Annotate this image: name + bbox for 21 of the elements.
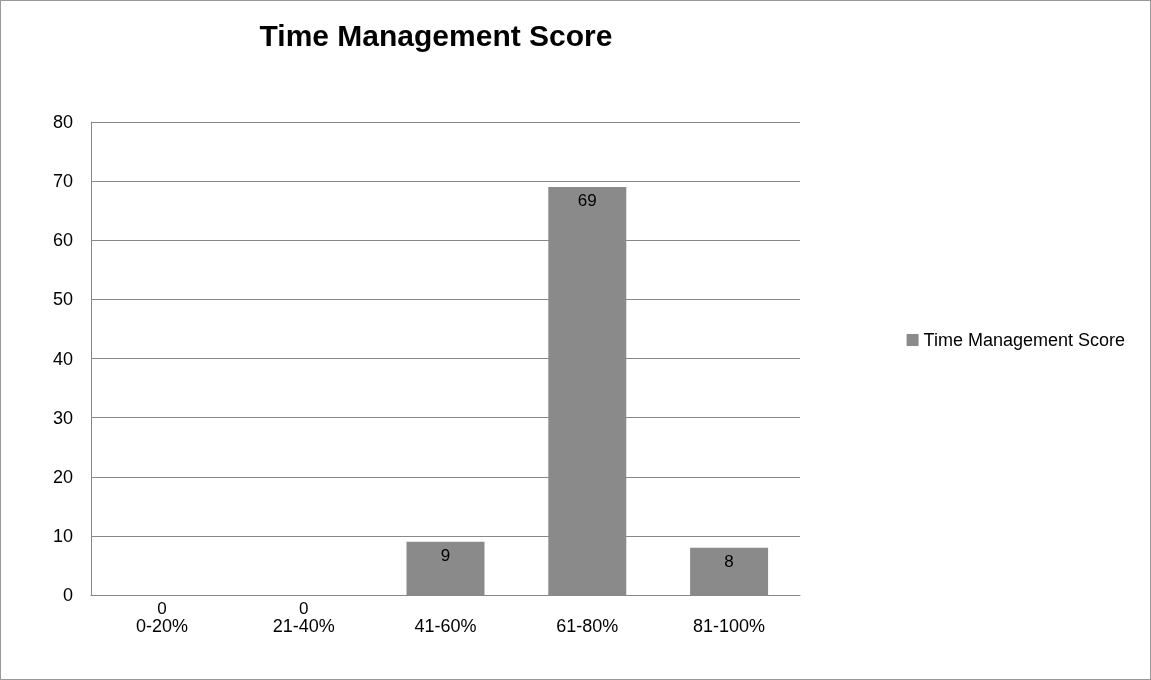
y-tick-label: 50 <box>52 289 73 310</box>
y-tick-label: 0 <box>62 585 73 605</box>
data-label: 8 <box>724 551 734 571</box>
x-tick-label: 81-100% <box>693 616 766 636</box>
x-tick-label: 61-80% <box>556 616 619 636</box>
data-label: 0 <box>298 599 309 618</box>
x-tick-label: 41-60% <box>414 616 477 636</box>
y-tick-label: 10 <box>52 525 73 546</box>
y-tick-label: 60 <box>52 230 73 251</box>
y-tick-label: 70 <box>52 171 73 192</box>
legend-label: Time Management Score <box>923 330 1125 350</box>
y-tick-label: 20 <box>52 466 73 487</box>
x-tick-label: 0-20% <box>135 616 188 636</box>
x-tick-label: 21-40% <box>272 616 335 636</box>
chart-title: Time Management Score <box>259 18 613 52</box>
y-tick-label: 80 <box>52 112 73 132</box>
data-label: 0 <box>157 599 167 618</box>
data-label: 69 <box>577 191 597 211</box>
y-tick-label: 30 <box>52 407 73 428</box>
data-label: 9 <box>440 545 451 565</box>
y-tick-label: 40 <box>52 348 73 369</box>
